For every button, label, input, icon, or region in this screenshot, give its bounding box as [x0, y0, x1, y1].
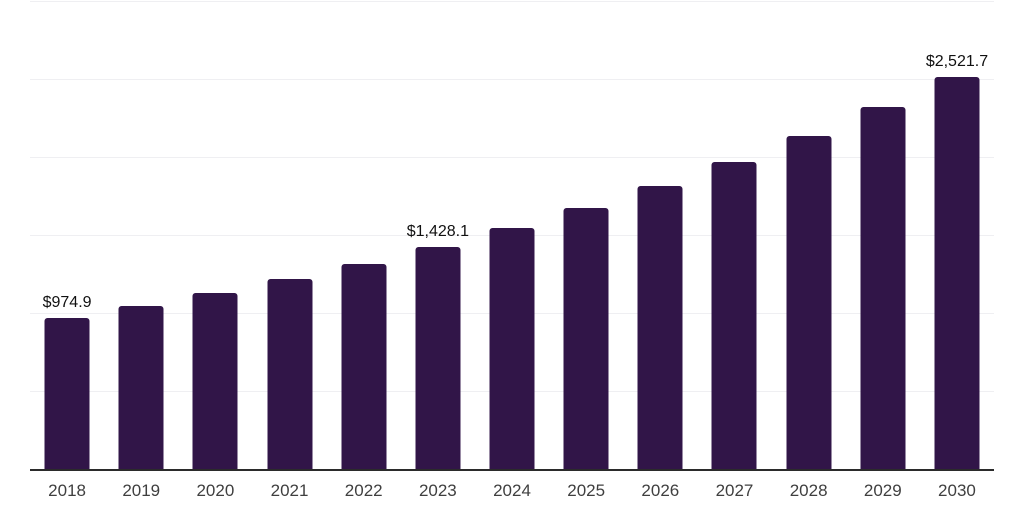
x-tick-2024: 2024 [493, 481, 531, 500]
bar-slot-2029 [846, 2, 920, 470]
x-tick-2028: 2028 [789, 481, 828, 500]
x-tick-2020: 2020 [196, 481, 235, 500]
x-axis-line [30, 469, 994, 471]
bar-slot-2021 [252, 2, 326, 470]
x-tick-2029: 2029 [863, 481, 902, 500]
bar-slot-2026 [623, 2, 697, 470]
bar-slot-2025 [549, 2, 623, 470]
x-tick-2026: 2026 [641, 481, 680, 500]
gridline-3000 [30, 1, 994, 2]
x-tick-2019: 2019 [122, 481, 161, 500]
bar-2022 [341, 263, 387, 470]
bar-value-label-2030: $2,521.7 [925, 52, 989, 70]
bar-2020 [192, 292, 238, 470]
x-tick-2021: 2021 [270, 481, 309, 500]
bar-slot-2018: $974.9 [30, 2, 104, 470]
bar-2026 [637, 185, 683, 470]
gridline-2000 [30, 157, 994, 159]
bar-2025 [563, 207, 609, 470]
bar-slot-2024 [475, 2, 549, 470]
plot-area: $974.9 $1,428.1 $2,521.7 [30, 1, 994, 471]
bar-2028 [786, 135, 832, 470]
bar-value-label-2018: $974.9 [42, 293, 92, 311]
x-tick-2030: 2030 [938, 481, 976, 500]
bar-slot-2027 [697, 2, 771, 470]
bar-2030 [934, 76, 980, 470]
x-tick-2025: 2025 [567, 481, 606, 500]
x-axis-labels: 2018 2019 2020 2021 2022 2023 2024 2025 2026 2027… [30, 480, 994, 502]
bars-container: $974.9 $1,428.1 $2,521.7 [30, 2, 994, 470]
bar-slot-2019 [104, 2, 178, 470]
bar-2021 [267, 278, 313, 470]
bar-slot-2023: $1,428.1 [401, 2, 475, 470]
bar-2029 [860, 107, 906, 470]
x-tick-2022: 2022 [344, 481, 383, 500]
bar-slot-2022 [327, 2, 401, 470]
bar-slot-2028 [772, 2, 846, 470]
bar-slot-2020 [178, 2, 252, 470]
bar-2019 [118, 305, 164, 470]
bar-2018 [44, 317, 90, 470]
bar-value-label-2023: $1,428.1 [406, 223, 469, 241]
bar-slot-2030: $2,521.7 [920, 2, 994, 470]
bar-2024 [489, 228, 535, 470]
gridline-2500 [30, 79, 994, 80]
x-tick-2018: 2018 [48, 481, 86, 500]
x-tick-2023: 2023 [418, 481, 457, 500]
bar-2023 [415, 247, 461, 470]
x-tick-2027: 2027 [715, 481, 754, 500]
bar-2027 [711, 161, 757, 470]
